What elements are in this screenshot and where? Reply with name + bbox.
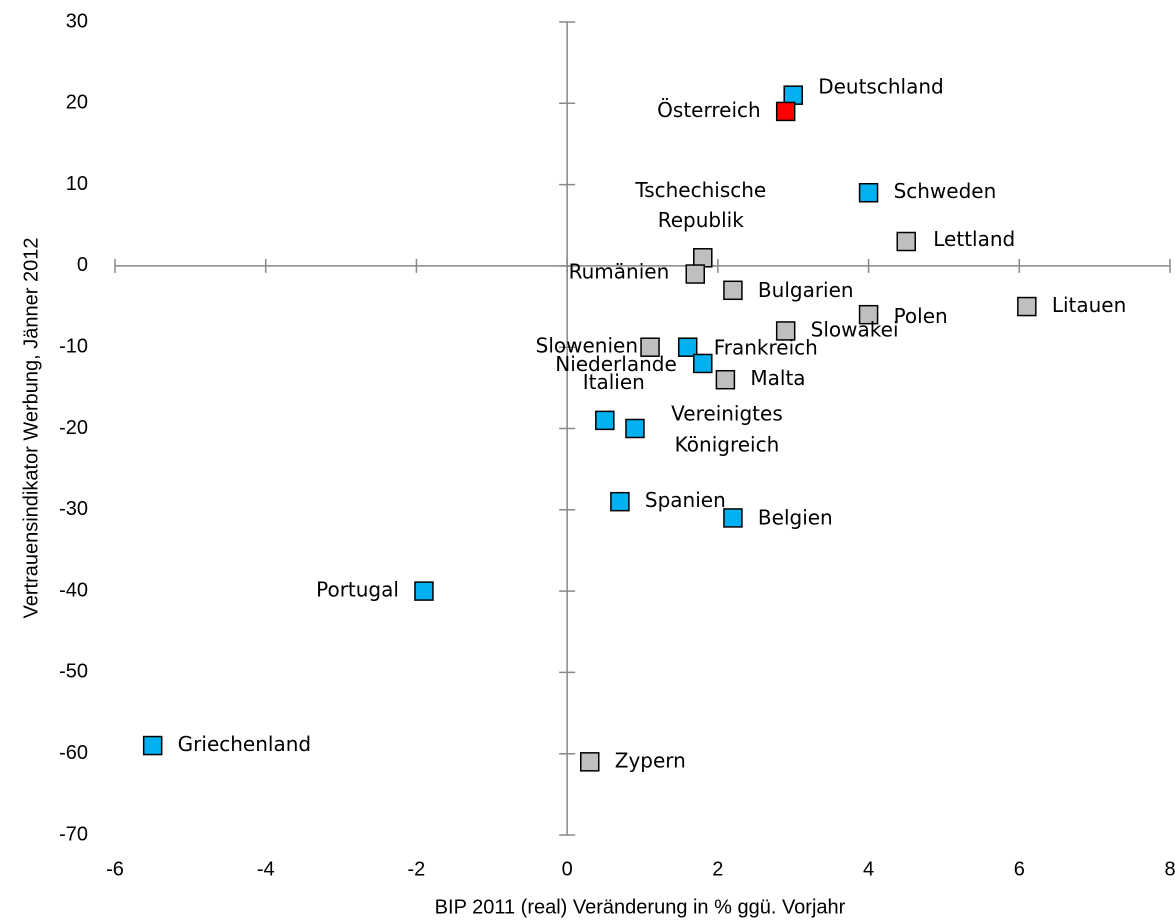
y-tick-label: -60 [59,742,88,764]
point-label: Litauen [1052,293,1126,317]
y-tick-label: -30 [59,498,88,520]
point-label: Schweden [894,179,997,203]
point-label: Polen [894,304,948,328]
y-tick-label: -20 [59,417,88,439]
point [723,280,743,301]
point [858,304,879,325]
y-tick-label: -50 [59,661,88,683]
point-label: Italien [583,370,645,394]
point [685,264,705,284]
point [775,321,796,341]
x-tick-label: 0 [562,858,573,880]
point [723,508,743,528]
point [580,752,600,772]
point-label: Slowenien [536,334,638,358]
x-tick-label: 4 [863,858,874,880]
point [640,337,660,357]
point [610,491,630,512]
point [896,231,916,252]
point [783,85,803,105]
y-tick-label: -40 [59,579,88,601]
point-label: Spanien [645,488,726,512]
point [693,353,713,374]
point-label: Niederlande [555,352,677,376]
point [595,410,615,431]
point [625,418,645,439]
point-label: Rumänien [569,260,670,284]
point [142,735,163,756]
y-axis-title: Vertrauensindikator Werbung, Jänner 2012 [20,238,42,619]
x-tick-label: 6 [1014,858,1025,880]
point-label: Belgien [758,505,833,529]
y-tick-label: 10 [66,173,88,195]
point-label: Zypern [615,748,686,772]
point-label: Frankreich [714,336,818,360]
y-tick-label: 30 [66,10,88,32]
point-label: Österreich [657,98,761,122]
x-axis-title: BIP 2011 (real) Veränderung in % ggü. Vo… [435,896,846,918]
x-tick-label: -2 [408,858,426,880]
x-tick-label: 8 [1164,858,1175,880]
x-tick-label: 2 [712,858,723,880]
point-label: Portugal [316,578,399,602]
point-label: Bulgarien [758,278,854,302]
point-label: Lettland [933,227,1015,251]
y-tick-label: 20 [66,92,88,114]
point-label: Slowakei [811,317,899,341]
point-label: Deutschland [818,75,944,99]
point [414,581,434,601]
point [1017,296,1037,317]
point [775,101,796,122]
x-tick-label: -4 [257,858,275,880]
point-label: Malta [750,366,805,390]
point-label: Griechenland [178,732,311,756]
point-label: Tschechische Republik [634,177,766,231]
x-tick-label: -6 [106,858,124,880]
y-tick-label: -10 [59,335,88,357]
point [715,369,736,390]
point [693,248,713,268]
point-label: Vereinigtes Königreich [671,401,783,456]
y-tick-label: 0 [77,254,88,276]
y-tick-label: -70 [59,823,88,845]
point [858,182,879,203]
point [677,337,698,357]
